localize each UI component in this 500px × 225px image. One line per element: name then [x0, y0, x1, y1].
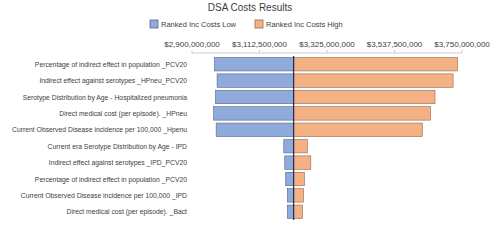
category-label: Percentage of indirect effect in populat… [35, 61, 187, 69]
category-label: Indirect effect against serotypes _HPneu… [39, 77, 187, 85]
x-tick [327, 50, 328, 53]
bar [216, 90, 294, 103]
legend: Ranked Inc Costs Low Ranked Inc Costs Hig… [150, 20, 343, 29]
bar [294, 156, 311, 169]
category-label: Direct medical cost (per episode). _HPne… [59, 110, 187, 118]
bar [287, 205, 293, 218]
title: DSA Costs Results [208, 2, 292, 13]
base-line [293, 56, 294, 220]
x-tick [462, 50, 463, 53]
x-tick-label: $2,900,000,000 [164, 40, 220, 49]
bar [285, 156, 294, 169]
bar [294, 74, 453, 87]
bar [287, 189, 293, 202]
bar [294, 123, 423, 136]
bar [294, 57, 458, 70]
x-tick [259, 50, 260, 53]
category-label: Indirect effect against serotypes _IPD_P… [49, 159, 187, 167]
bar [284, 139, 294, 152]
legend-label: Ranked Inc Costs High [266, 20, 343, 29]
plot-area [214, 56, 458, 220]
category-label: Serotype Distribution by Age - Hospitali… [23, 94, 188, 102]
category-label: Current Observed Disease incidence per 1… [21, 192, 187, 200]
legend-swatch [255, 20, 263, 28]
legend-label: Ranked Inc Costs Low [161, 20, 237, 29]
x-tick-label: $3,112,500,000 [232, 40, 288, 49]
category-label: Percentage of indirect effect in populat… [35, 176, 187, 184]
bar [294, 205, 303, 218]
category-label: Current Observed Disease incidence per 1… [12, 126, 187, 134]
x-tick-label: $3,325,000,000 [299, 40, 355, 49]
x-tick [192, 50, 193, 53]
bar [294, 172, 305, 185]
bar [294, 107, 431, 120]
bar [294, 189, 304, 202]
bar [294, 90, 435, 103]
category-label: Direct medical cost (per episode). _Bact [66, 208, 187, 216]
bar [294, 139, 308, 152]
bar [216, 123, 294, 136]
x-tick-label: $3,537,500,000 [367, 40, 423, 49]
bar [217, 74, 294, 87]
bar [286, 172, 294, 185]
bar [214, 107, 294, 120]
category-label: Current era Serotype Distribution by Age… [48, 143, 187, 151]
chart: DSA Costs ResultsRanked Inc Costs LowRan… [0, 0, 500, 225]
bar [215, 57, 294, 70]
x-tick [394, 50, 395, 53]
legend-swatch [150, 20, 158, 28]
x-tick-label: $3,750,000,000 [434, 40, 490, 49]
